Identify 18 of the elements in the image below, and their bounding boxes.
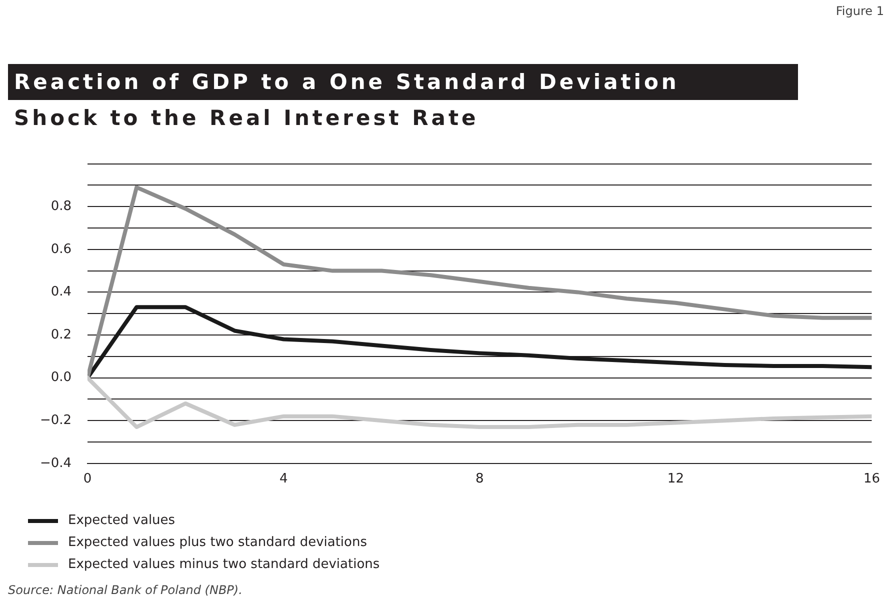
legend-label: Expected values minus two standard deviations: [68, 556, 380, 574]
y-tick-label: 0.4: [50, 284, 72, 300]
y-tick-label: 0.2: [50, 327, 72, 342]
legend-label: Expected values plus two standard deviations: [68, 534, 368, 552]
x-tick-label: 12: [667, 472, 684, 487]
x-tick-label: 16: [863, 472, 880, 487]
y-tick-label: 0.0: [50, 370, 72, 386]
y-tick-label: 0.6: [50, 242, 72, 257]
caption: Figure 1: [836, 4, 884, 18]
y-tick-label: −0.2: [40, 412, 72, 428]
chart-title: Reaction of GDP to a One Standard Deviation Shock to the Real Interest Rate: [14, 69, 680, 132]
x-tick-label: 0: [83, 472, 92, 487]
legend-label: Expected values: [68, 512, 176, 530]
x-tick-label: 4: [279, 472, 288, 487]
y-tick-label: 0.8: [50, 198, 72, 214]
y-tick-label: −0.4: [40, 456, 72, 471]
x-tick-label: 8: [476, 472, 484, 487]
source-note: Source: National Bank of Poland (NBP).: [8, 583, 242, 597]
